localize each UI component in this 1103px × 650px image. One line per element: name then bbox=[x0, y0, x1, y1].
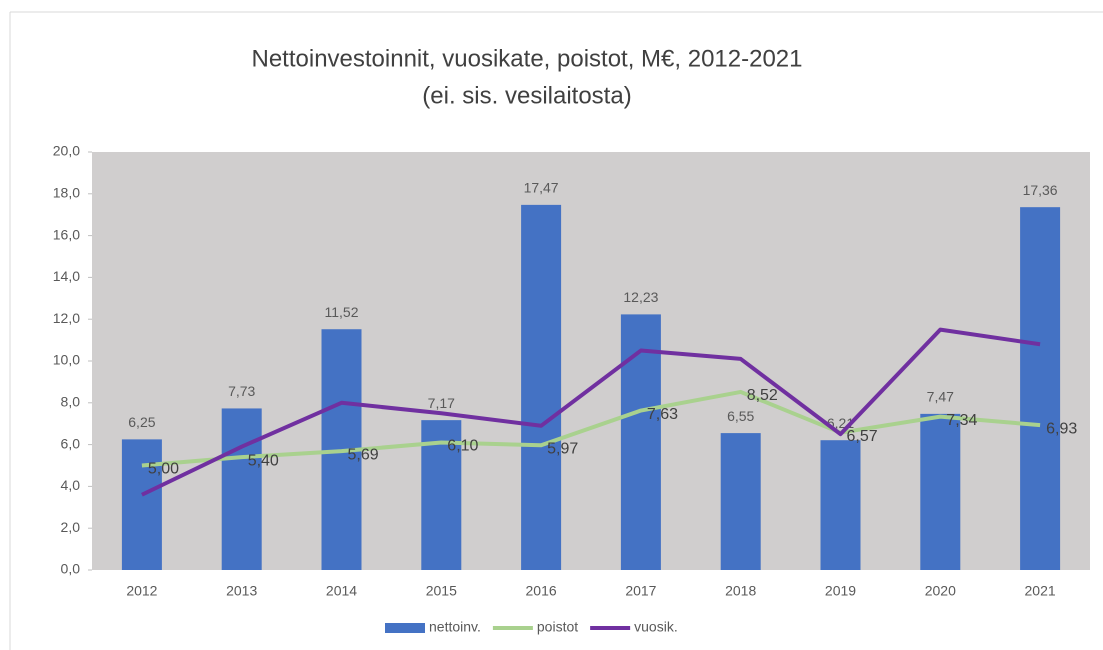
bar bbox=[521, 204, 562, 570]
data-label: 8,52 bbox=[747, 387, 778, 404]
data-label: 5,97 bbox=[547, 440, 578, 457]
data-label: 7,47 bbox=[927, 389, 954, 405]
x-tick-label: 2020 bbox=[925, 583, 956, 599]
data-label: 12,23 bbox=[623, 289, 658, 305]
bar bbox=[221, 408, 262, 570]
data-label: 7,34 bbox=[946, 412, 977, 429]
y-tick-label: 6,0 bbox=[61, 435, 81, 451]
chart-subtitle: (ei. sis. vesilaitosta) bbox=[422, 82, 631, 109]
bar bbox=[1020, 207, 1061, 570]
y-tick-label: 16,0 bbox=[53, 226, 80, 242]
data-label: 17,36 bbox=[1023, 182, 1058, 198]
data-label: 6,10 bbox=[447, 438, 478, 455]
data-label: 17,47 bbox=[524, 180, 559, 196]
y-tick-label: 0,0 bbox=[61, 561, 81, 577]
bar bbox=[620, 314, 661, 570]
x-tick-label: 2019 bbox=[825, 583, 856, 599]
x-tick-label: 2014 bbox=[326, 583, 357, 599]
legend-swatch bbox=[385, 623, 425, 633]
y-tick-label: 14,0 bbox=[53, 268, 80, 284]
data-label: 6,93 bbox=[1046, 420, 1077, 437]
y-tick-label: 2,0 bbox=[61, 519, 81, 535]
bar bbox=[720, 433, 761, 570]
data-label: 5,00 bbox=[148, 461, 179, 478]
x-tick-label: 2017 bbox=[625, 583, 656, 599]
x-tick-label: 2013 bbox=[226, 583, 257, 599]
x-tick-label: 2016 bbox=[526, 583, 557, 599]
data-label: 7,73 bbox=[228, 383, 255, 399]
bar bbox=[920, 413, 961, 570]
x-tick-label: 2015 bbox=[426, 583, 457, 599]
bar bbox=[820, 440, 861, 570]
data-label: 6,55 bbox=[727, 408, 754, 424]
legend-label: nettoinv. bbox=[429, 619, 481, 635]
y-tick-label: 8,0 bbox=[61, 394, 81, 410]
data-label: 11,52 bbox=[325, 304, 359, 320]
y-tick-label: 4,0 bbox=[61, 477, 81, 493]
x-tick-label: 2021 bbox=[1025, 583, 1056, 599]
legend-label: vuosik. bbox=[634, 619, 678, 635]
bar bbox=[121, 439, 162, 570]
y-tick-label: 20,0 bbox=[53, 143, 80, 159]
data-label: 5,69 bbox=[348, 446, 379, 463]
x-tick-label: 2018 bbox=[725, 583, 756, 599]
data-label: 7,63 bbox=[647, 406, 678, 423]
y-tick-label: 12,0 bbox=[53, 310, 80, 326]
chart-title: Nettoinvestoinnit, vuosikate, poistot, M… bbox=[252, 45, 803, 72]
data-label: 5,40 bbox=[248, 452, 279, 469]
legend-label: poistot bbox=[537, 619, 578, 635]
data-label: 6,25 bbox=[128, 414, 155, 430]
y-tick-label: 10,0 bbox=[53, 352, 80, 368]
line bbox=[141, 389, 1041, 468]
data-label: 7,17 bbox=[428, 395, 455, 411]
y-tick-label: 18,0 bbox=[53, 185, 80, 201]
data-label: 6,57 bbox=[847, 428, 878, 445]
line bbox=[141, 327, 1041, 497]
x-tick-label: 2012 bbox=[126, 583, 157, 599]
